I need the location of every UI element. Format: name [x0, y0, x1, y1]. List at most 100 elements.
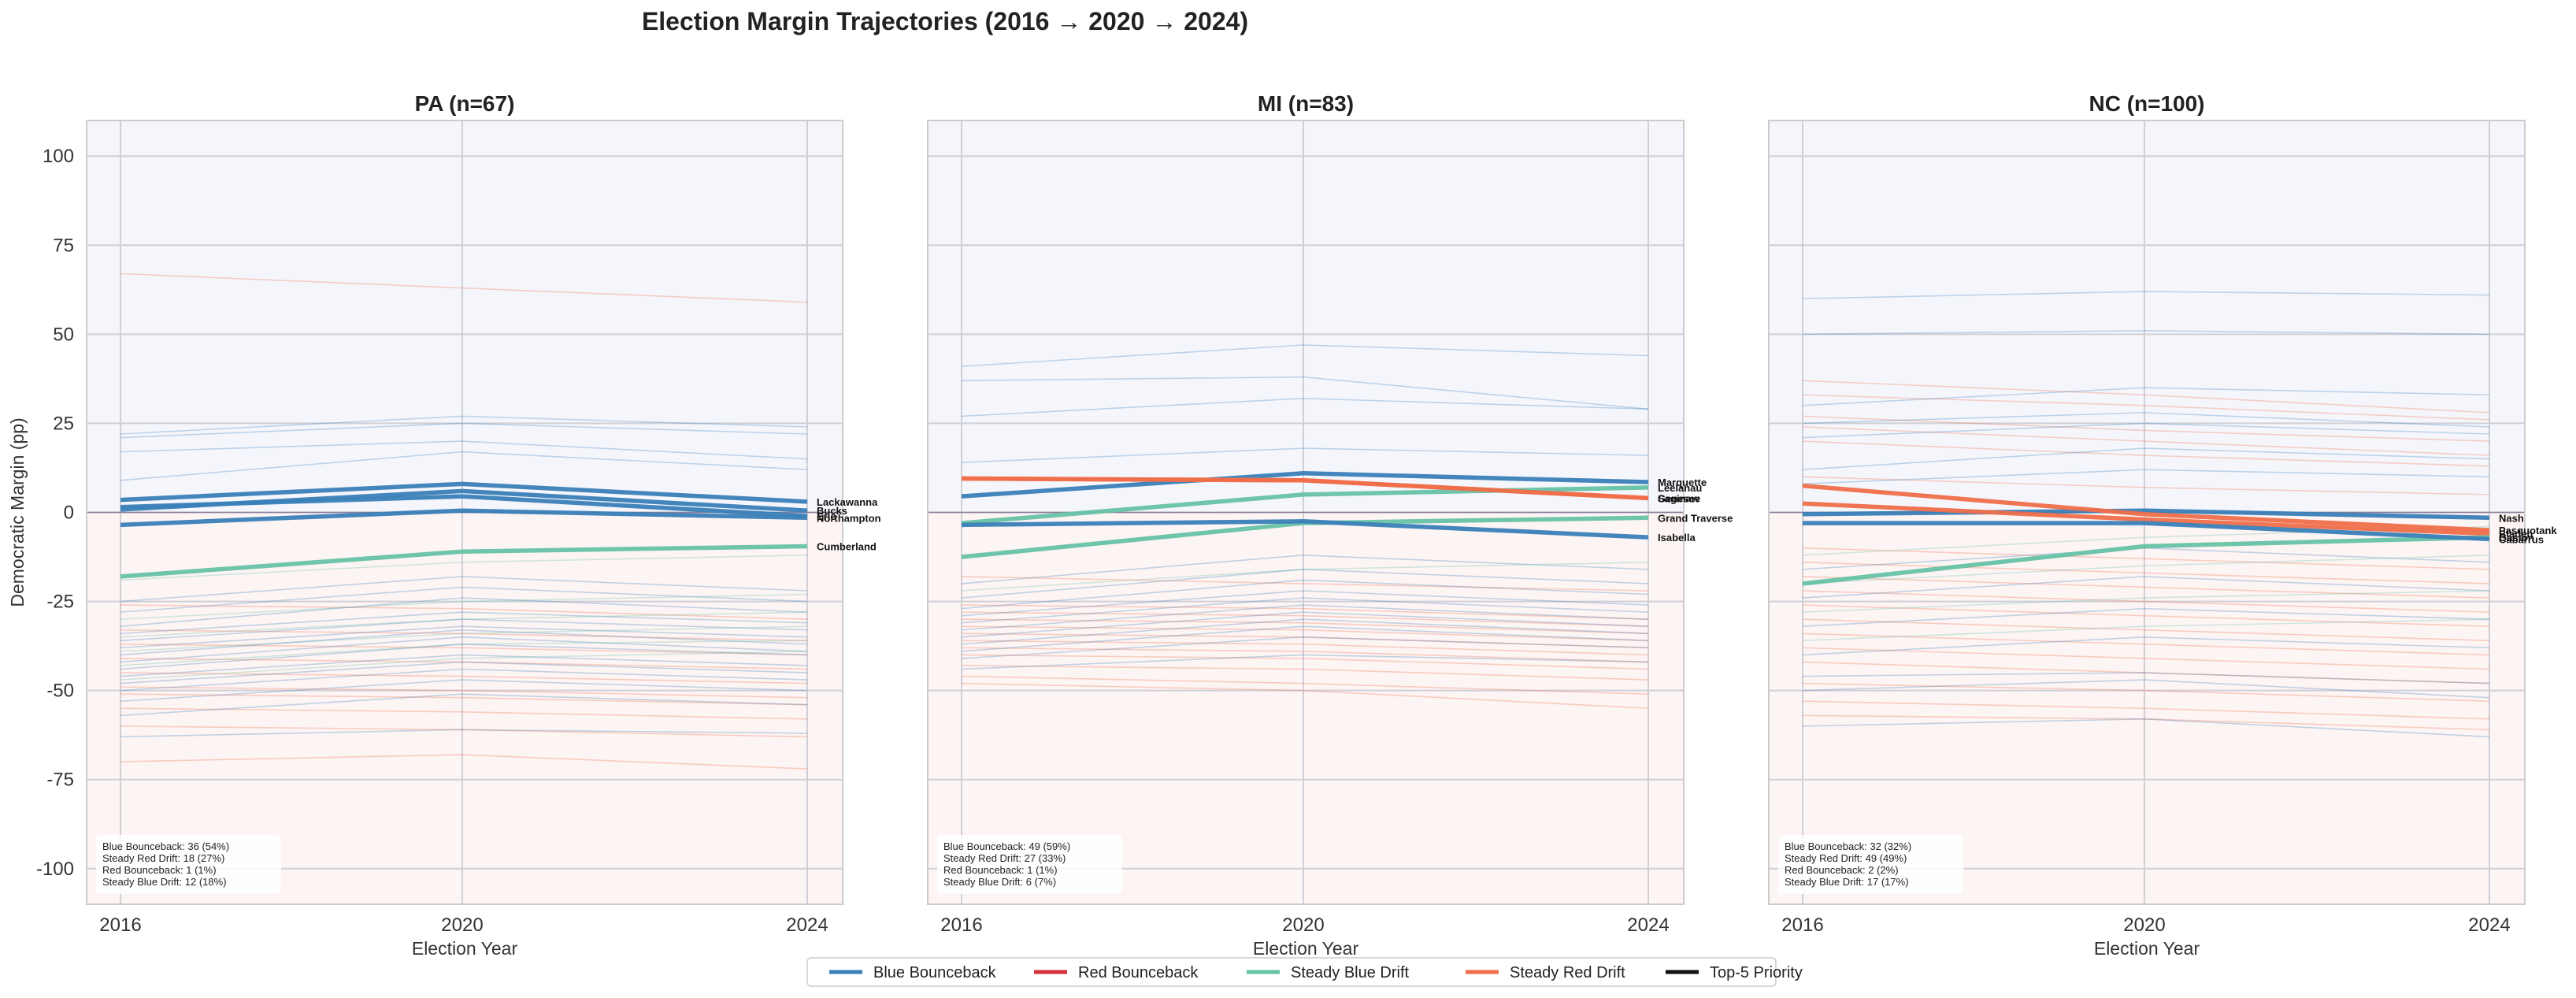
- highlight-line-genesee[interactable]: [961, 476, 1649, 501]
- x-tick-label: 2020: [2123, 915, 2165, 936]
- county-label-marquette: Marquette: [1658, 477, 1707, 488]
- legend-item-red-bounceback[interactable]: Red Bounceback: [1034, 964, 1199, 981]
- series-line-steady-red-drift: [1802, 426, 2490, 456]
- series-line-steady-red-drift: [961, 633, 1649, 649]
- legend-item-top-5-priority[interactable]: Top-5 Priority: [1666, 964, 1803, 981]
- series-line-blue-bounceback: [961, 569, 1649, 599]
- county-label-erie: Erie: [817, 510, 836, 522]
- highlight-line-bladen[interactable]: [1802, 501, 2490, 536]
- series-line-steady-blue-drift: [961, 562, 1649, 592]
- series-line-steady-blue-drift: [1802, 554, 2490, 584]
- series-line-steady-red-drift: [120, 754, 808, 770]
- county-label-lackawanna: Lackawanna: [817, 496, 878, 508]
- panel-title: NC (n=100): [2089, 91, 2204, 116]
- panel-title: MI (n=83): [1258, 91, 1354, 116]
- series-line-steady-red-drift: [120, 658, 808, 670]
- series-line-steady-red-drift: [961, 675, 1649, 695]
- series-line-blue-bounceback: [120, 586, 808, 613]
- series-line-steady-red-drift: [1802, 576, 2490, 599]
- series-line-blue-bounceback: [961, 590, 1649, 617]
- county-label-saginaw: Saginaw: [1658, 492, 1700, 504]
- axes-frame: [1768, 120, 2526, 905]
- highlight-line-pasquotank[interactable]: [1802, 483, 2490, 532]
- y-tick-label: 100: [43, 146, 74, 167]
- y-axis-label: Democratic Margin (pp): [7, 417, 28, 607]
- series-line-steady-red-drift: [961, 576, 1649, 592]
- series-line-steady-red-drift: [1802, 604, 2490, 628]
- x-tick-label: 2020: [441, 915, 483, 936]
- series-line-steady-red-drift: [1802, 618, 2490, 642]
- highlight-line-erie[interactable]: [120, 494, 808, 518]
- county-label-cumberland: Cumberland: [817, 540, 877, 552]
- y-tick-label: -75: [46, 770, 74, 791]
- x-tick-label: 2020: [1282, 915, 1324, 936]
- series-line-steady-red-drift: [1802, 476, 2490, 495]
- series-line-blue-bounceback: [120, 576, 808, 603]
- series-line-steady-red-drift: [120, 672, 808, 685]
- series-line-steady-red-drift: [961, 665, 1649, 681]
- axes-frame: [86, 120, 843, 905]
- legend-item-blue-bounceback[interactable]: Blue Bounceback: [829, 964, 997, 981]
- highlight-line-cumberland[interactable]: [120, 544, 808, 579]
- summary-line: Steady Red Drift: 18 (27%): [102, 852, 224, 864]
- series-line-blue-bounceback: [961, 636, 1649, 659]
- y-tick-label: -50: [46, 681, 74, 702]
- series-line-steady-blue-drift: [120, 625, 808, 652]
- county-label-leelanau: Leelanau: [1658, 482, 1702, 494]
- series-line-blue-bounceback: [1802, 422, 2490, 439]
- series-line-blue-bounceback: [961, 376, 1649, 410]
- series-line-blue-bounceback: [1802, 387, 2490, 406]
- series-line-blue-bounceback: [1802, 291, 2490, 299]
- legend-label: Red Bounceback: [1078, 964, 1199, 981]
- series-line-blue-bounceback: [961, 397, 1649, 417]
- series-line-blue-bounceback: [1802, 636, 2490, 656]
- series-line-blue-bounceback: [961, 625, 1649, 652]
- county-label-grand-traverse: Grand Traverse: [1658, 512, 1733, 524]
- legend-item-steady-blue-drift[interactable]: Steady Blue Drift: [1247, 964, 1410, 981]
- series-line-blue-bounceback: [961, 611, 1649, 638]
- series-line-blue-bounceback: [120, 644, 808, 670]
- legend-frame: [806, 957, 1777, 987]
- series-line-blue-bounceback: [120, 618, 808, 642]
- x-tick-label: 2024: [2468, 915, 2510, 936]
- highlight-line-isabella[interactable]: [961, 519, 1649, 540]
- highlight-line-gaston[interactable]: [1802, 535, 2490, 586]
- highlight-line-lackawanna[interactable]: [120, 481, 808, 504]
- county-label-gaston: Gaston: [2499, 532, 2534, 544]
- series-line-steady-red-drift: [120, 686, 808, 699]
- county-label-northampton: Northampton: [817, 512, 881, 524]
- summary-line: Red Bounceback: 1 (1%): [102, 864, 217, 876]
- series-line-blue-bounceback: [120, 440, 808, 460]
- series-line-blue-bounceback: [120, 415, 808, 435]
- county-label-nash: Nash: [2499, 512, 2524, 524]
- series-line-blue-bounceback: [120, 611, 808, 635]
- series-line-blue-bounceback: [1802, 672, 2490, 685]
- series-line-steady-blue-drift: [120, 651, 808, 681]
- highlight-line-marquette[interactable]: [961, 471, 1649, 499]
- highlight-line-northampton[interactable]: [120, 508, 808, 528]
- x-axis-label: Election Year: [1253, 938, 1359, 959]
- series-line-steady-red-drift: [961, 647, 1649, 663]
- series-line-blue-bounceback: [1802, 576, 2490, 599]
- series-line-steady-red-drift: [961, 611, 1649, 628]
- x-axis-label: Election Year: [412, 938, 518, 959]
- summary-line: Steady Blue Drift: 12 (18%): [102, 876, 227, 888]
- series-line-steady-red-drift: [961, 640, 1649, 656]
- x-tick-label: 2016: [99, 915, 141, 936]
- summary-box: [1778, 835, 1963, 894]
- legend-item-steady-red-drift[interactable]: Steady Red Drift: [1466, 964, 1625, 981]
- county-label-bladen: Bladen: [2499, 529, 2533, 540]
- series-line-blue-bounceback: [961, 579, 1649, 610]
- highlight-line-nash[interactable]: [1802, 508, 2490, 521]
- series-line-steady-red-drift: [1802, 661, 2490, 685]
- series-line-steady-red-drift: [1802, 562, 2490, 584]
- summary-line: Blue Bounceback: 36 (54%): [102, 840, 229, 852]
- highlight-line-cabarrus[interactable]: [1803, 521, 2490, 542]
- highlight-line-leelanau[interactable]: [961, 485, 1649, 525]
- figure-title: Election Margin Trajectories (2016 → 202…: [642, 7, 1248, 35]
- series-line-blue-bounceback: [120, 597, 808, 628]
- series-line-blue-bounceback: [120, 679, 808, 703]
- series-line-steady-red-drift: [120, 604, 808, 620]
- series-line-blue-bounceback: [961, 597, 1649, 624]
